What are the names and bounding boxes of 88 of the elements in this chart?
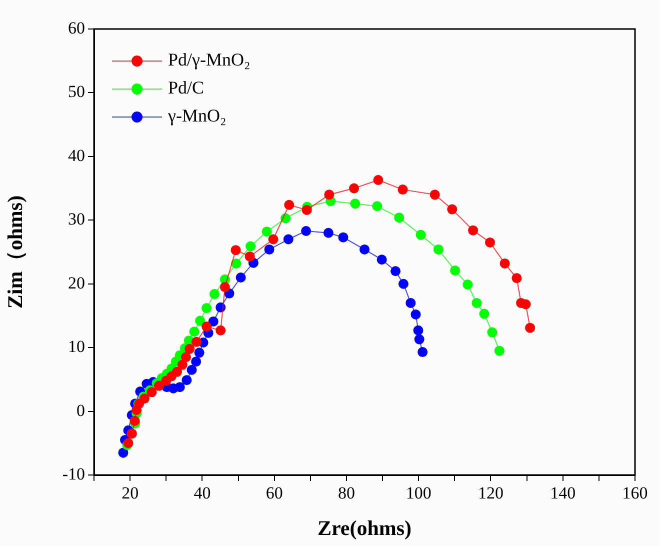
- point: [177, 360, 188, 370]
- point: [512, 273, 522, 284]
- point: [191, 356, 202, 367]
- point: [231, 258, 242, 268]
- point: [349, 183, 360, 194]
- point: [202, 303, 212, 314]
- point: [413, 325, 424, 336]
- point: [406, 298, 416, 308]
- x-tick-label: 140: [550, 484, 576, 503]
- point: [216, 325, 226, 336]
- x-tick-label: 80: [338, 484, 355, 503]
- point: [154, 380, 164, 391]
- point: [472, 298, 482, 308]
- legend-label: γ-MnO₂: [167, 106, 226, 126]
- y-tick-label: 10: [68, 337, 85, 356]
- point: [430, 190, 440, 200]
- point: [191, 336, 202, 347]
- legend-label: Pd/C: [168, 78, 204, 98]
- point: [462, 279, 473, 290]
- point: [390, 266, 401, 276]
- point: [350, 198, 360, 209]
- y-tick-label: 0: [76, 400, 85, 420]
- point: [302, 204, 312, 215]
- point: [208, 316, 218, 326]
- point: [194, 348, 204, 358]
- point: [230, 245, 241, 256]
- x-tick-label: 40: [194, 484, 211, 503]
- legend-label: Pd/γ-MnO₂: [168, 50, 250, 70]
- point: [209, 289, 220, 300]
- point: [500, 258, 510, 268]
- point: [485, 237, 496, 248]
- x-axis-title: Zre(ohms): [317, 516, 412, 540]
- y-tick-label: 30: [68, 210, 85, 229]
- point: [118, 448, 128, 458]
- point: [487, 327, 498, 338]
- point: [301, 226, 312, 236]
- point: [494, 346, 504, 356]
- point: [520, 299, 531, 310]
- point: [398, 278, 408, 289]
- y-axis-title: Zim（ohms): [3, 195, 28, 309]
- y-tick-label: -10: [62, 464, 85, 484]
- point: [447, 204, 458, 214]
- y-tick-label: 20: [68, 273, 85, 292]
- point: [338, 232, 348, 242]
- point: [268, 234, 278, 244]
- point: [479, 308, 490, 319]
- x-tick-label: 60: [266, 484, 283, 503]
- point: [372, 201, 382, 212]
- point: [433, 244, 444, 254]
- point: [450, 265, 460, 276]
- point: [323, 228, 334, 238]
- x-tick-label: 160: [622, 484, 648, 503]
- point: [398, 184, 408, 195]
- point: [525, 322, 536, 333]
- point: [418, 347, 428, 358]
- point: [373, 175, 384, 186]
- point: [324, 190, 334, 200]
- point: [410, 309, 421, 320]
- point: [244, 251, 255, 262]
- point: [189, 326, 200, 337]
- x-tick-label: 120: [478, 484, 504, 503]
- point: [414, 334, 424, 344]
- point: [130, 416, 140, 426]
- point: [264, 244, 274, 254]
- point: [416, 230, 426, 240]
- point: [220, 282, 230, 292]
- point: [236, 272, 246, 282]
- point: [246, 241, 256, 252]
- point: [195, 316, 206, 326]
- point: [174, 382, 185, 392]
- point: [284, 200, 294, 210]
- point: [172, 366, 182, 377]
- point: [180, 352, 191, 362]
- x-tick-label: 20: [122, 484, 139, 503]
- point: [186, 364, 197, 375]
- point: [184, 344, 195, 354]
- point: [283, 234, 294, 244]
- point: [394, 212, 404, 223]
- y-tick-label: 50: [68, 82, 85, 102]
- point: [468, 225, 478, 236]
- point: [202, 322, 212, 332]
- y-tick-label: 40: [68, 146, 85, 165]
- point: [360, 244, 370, 254]
- point: [376, 254, 387, 265]
- point: [182, 375, 192, 386]
- x-tick-label: 100: [406, 484, 432, 503]
- point: [262, 226, 272, 237]
- y-tick-label: 60: [68, 18, 85, 38]
